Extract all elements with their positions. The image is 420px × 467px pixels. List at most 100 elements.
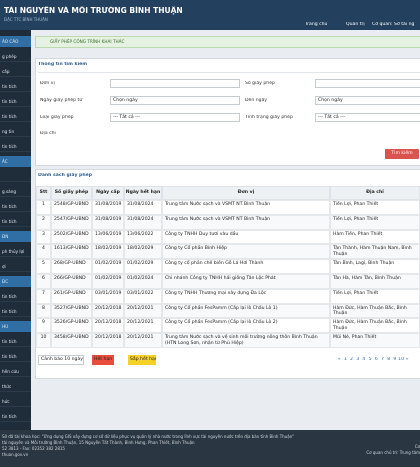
page-link[interactable]: » (405, 357, 409, 362)
page-link[interactable]: 8 (387, 357, 391, 362)
field-input[interactable] (110, 79, 240, 88)
table-cell: Tân Thành, Hàm Thuận Nam, Bình Thuận (330, 244, 420, 260)
page-link[interactable]: 9 (393, 357, 397, 362)
search-button[interactable]: Tìm kiếm (385, 149, 419, 159)
table-cell: Hàm Tiến, Phan Thiết (330, 229, 420, 245)
sidebar-item[interactable]: tin tích (0, 336, 31, 347)
table-cell: 8 (36, 303, 51, 319)
field-input[interactable] (315, 79, 420, 88)
sidebar-item[interactable]: tin tích (0, 291, 31, 302)
table-cell: 3 (36, 229, 51, 245)
table-cell: 13/06/2019 (92, 229, 124, 245)
sidebar-item[interactable]: tin tích (0, 141, 31, 152)
sidebar-item: ÁC (0, 156, 31, 167)
sidebar (0, 30, 31, 430)
field-input[interactable]: Chọn ngày (315, 96, 420, 105)
table-cell: 3527/GP-UBND (51, 303, 92, 319)
table-cell: 31/08/2024 (124, 200, 162, 215)
table-cell: 7 (36, 288, 51, 304)
table-cell: 261/GP-UBND (51, 288, 92, 304)
sidebar-item[interactable]: g.sáng (0, 186, 31, 197)
table-cell: Trung tâm Nước sạch và VSMT NT Bình Thuậ… (162, 200, 330, 215)
table-cell: 2548/GP-UBND (51, 200, 92, 215)
page-link[interactable]: 10 (398, 357, 405, 362)
sidebar-item[interactable]: tin tích (0, 306, 31, 317)
page-link[interactable]: 1 (343, 357, 347, 362)
table-cell: 266/GP-UBND (51, 274, 92, 289)
page-link[interactable]: 7 (381, 357, 384, 362)
sidebar-item[interactable]: ợi (0, 261, 31, 272)
table-cell: 1613/GP-UBND (51, 244, 92, 260)
sidebar-item[interactable]: g phép (0, 51, 31, 62)
column-header: Ngày cấp (92, 186, 124, 200)
page-link[interactable]: 3 (356, 357, 360, 362)
field-input[interactable]: Chọn ngày (110, 96, 240, 105)
sidebar-item[interactable]: tin tích (0, 201, 31, 212)
field-input[interactable]: --- Tất cả --- (315, 113, 420, 122)
page-link[interactable]: 5 (368, 357, 372, 362)
sidebar-item[interactable]: tin tích (0, 81, 31, 92)
table-cell: Công ty Cổ phần FesPamm (Cấp lại lò Chấu… (162, 303, 330, 319)
sidebar-item[interactable]: cấp (0, 66, 31, 77)
search-title: Thông tin tìm kiếm (38, 62, 88, 67)
sidebar-item[interactable]: tin tích (0, 411, 31, 422)
column-header: Stt (36, 186, 51, 200)
table-cell: 01/02/2019 (92, 259, 124, 274)
expired-badge: Hết hạn (92, 355, 114, 365)
breadcrumb: GIẤY PHÉP CÔNG TRÌNH KHAI THÁC (35, 36, 420, 48)
sidebar-item[interactable]: tin tích (0, 96, 31, 107)
table-cell: 13/06/2022 (124, 229, 162, 245)
nav-link[interactable]: Quản trị (346, 22, 365, 27)
page-link[interactable]: « (337, 357, 341, 362)
table-cell: 20/12/2018 (92, 303, 124, 319)
table-cell: Tiến Lợi, Phan Thiết (330, 288, 420, 304)
table-cell: Công ty TNHH Duy tươi vàu dầu (162, 229, 330, 245)
sidebar-item[interactable]: hên cứu (0, 366, 31, 377)
table-cell: Mũi Né, Phan Thiết (330, 333, 420, 348)
expiring-badge: Sắp hết hạn (128, 355, 156, 365)
sidebar-item[interactable]: thức (0, 381, 31, 392)
table-cell: 1 (36, 200, 51, 215)
table-cell: 01/02/2024 (124, 274, 162, 289)
sidebar-item[interactable]: tin tích (0, 351, 31, 362)
table-cell: 01/02/2029 (124, 259, 162, 274)
search-panel (35, 58, 420, 166)
warning-select[interactable]: Cảnh báo 10 ngày (38, 355, 84, 365)
table-cell: Trung tâm Nước sạch và VSMT NT Bình Thuậ… (162, 214, 330, 230)
column-header: Số giấy phép (51, 186, 92, 200)
header (0, 0, 420, 30)
page-link[interactable]: 4 (362, 357, 366, 362)
list-title: Danh sách giấy phép (38, 173, 92, 178)
sidebar-item: ĐC (0, 276, 31, 287)
field-input[interactable]: --- Tất cả --- (110, 113, 240, 122)
table-cell: 20/12/2021 (124, 303, 162, 319)
footer-line: Sở đã tài khoa học: "Ứng dụng GIS xây dự… (2, 434, 295, 439)
nav-link[interactable]: Trang chủ (305, 22, 328, 27)
field-label: Địa chỉ (40, 131, 56, 136)
table-cell: 3458/GP-UBND (51, 333, 92, 348)
footer-line: 52 3813 - Fax: 02352 382 2815 (2, 446, 65, 451)
table-cell: 31/08/2024 (124, 214, 162, 230)
sidebar-item[interactable]: ng tin (0, 126, 31, 137)
table-cell: Công ty Cổ phần FesPamm (Cấp lại lò Chấu… (162, 318, 330, 334)
page-link[interactable]: 2 (350, 357, 353, 362)
footer-line: tài nguyên và Môi trường Bình Thuận, 15 … (2, 440, 195, 445)
sidebar-item[interactable]: tin tích (0, 111, 31, 122)
page-link[interactable]: 6 (374, 357, 378, 362)
site-subtitle: ĐẶC TTC BÌNH THUẬN (4, 17, 48, 22)
footer-right: Cơ quan chủ trì: Trung tâm (366, 450, 420, 455)
table-cell: Hàm Đức, Hàm Thuận Bắc, Bình Thuận (330, 303, 420, 319)
nav-link[interactable]: Cơ quan: Sở tài ng (372, 22, 415, 27)
table-cell: 5 (36, 259, 51, 274)
sidebar-item[interactable] (0, 171, 31, 182)
sidebar-item[interactable]: ph thủy lợi (0, 246, 31, 257)
table-cell: 03/01/2019 (92, 288, 124, 304)
field-label: Ngày giấy phép từ (40, 98, 83, 103)
sidebar-item[interactable]: tin tích (0, 216, 31, 227)
sidebar-item: ÁO CÁO (0, 36, 31, 47)
table-cell: Trung tâm Nước sạch và vệ sinh môi trườn… (162, 333, 330, 348)
field-label: Đến ngày (245, 98, 268, 103)
sidebar-item: HU (0, 321, 31, 332)
sidebar-item[interactable]: hức (0, 396, 31, 407)
table-cell: 20/12/2021 (124, 318, 162, 334)
